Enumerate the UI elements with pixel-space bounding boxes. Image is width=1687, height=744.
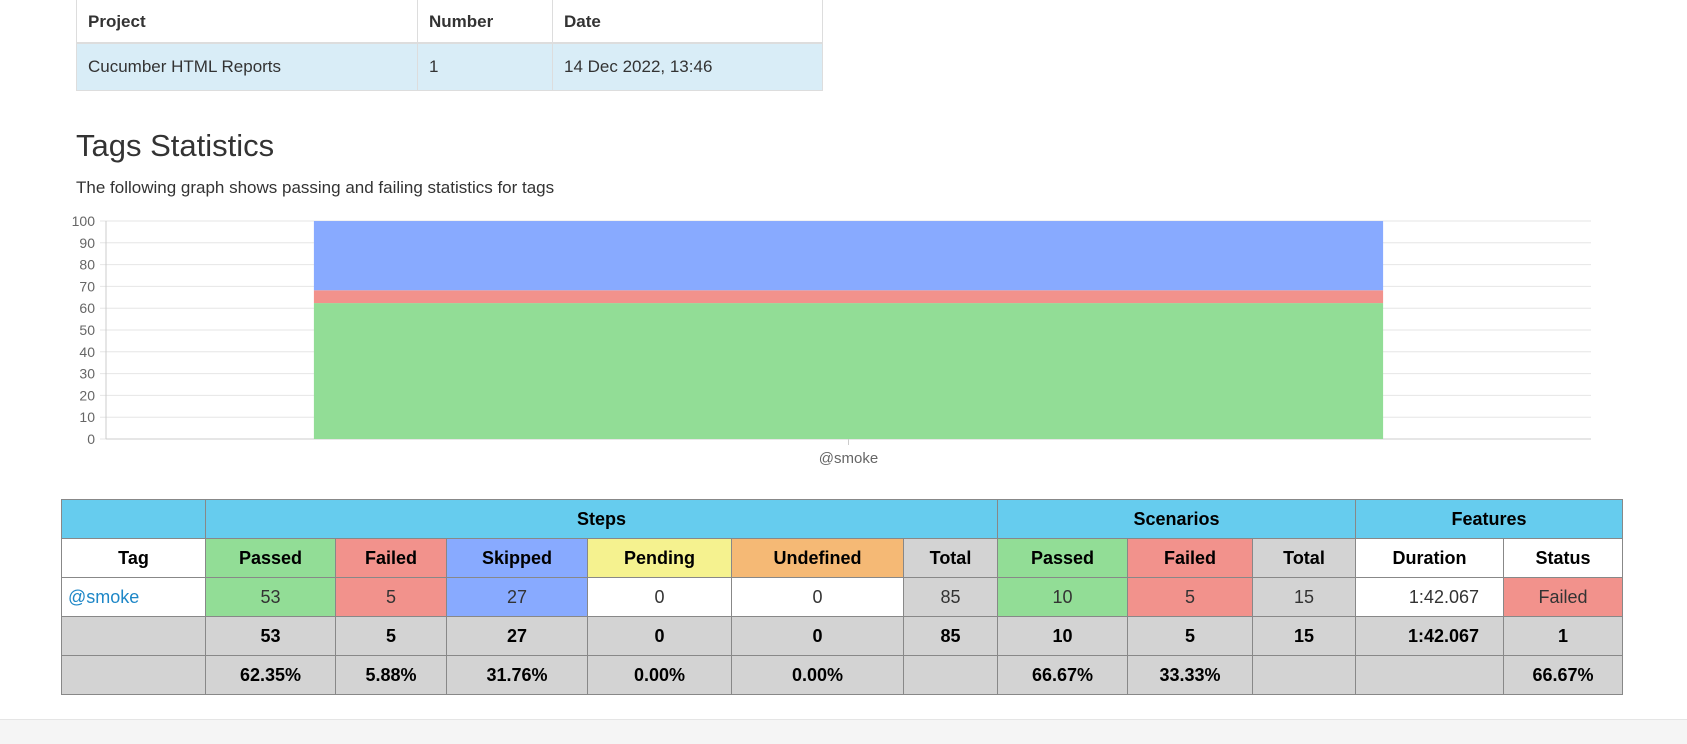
pct-status: 66.67% [1503,655,1623,695]
pct-scenarios-passed: 66.67% [997,655,1128,695]
total-scenarios-total: 15 [1252,616,1356,656]
scenarios-total-header[interactable]: Total [1252,538,1356,578]
tag-link[interactable]: @smoke [68,586,140,607]
steps-passed-cell: 53 [205,577,336,617]
steps-skipped-cell: 27 [446,577,588,617]
pct-scenarios-failed: 33.33% [1127,655,1253,695]
project-name: Cucumber HTML Reports [76,42,418,91]
group-header-row: Steps Scenarios Features [61,499,1623,539]
footer-bar [0,719,1687,744]
steps-passed-header[interactable]: Passed [205,538,336,578]
scenarios-failed-cell: 5 [1127,577,1253,617]
y-tick-label: 30 [79,366,95,382]
pct-steps-passed: 62.35% [205,655,336,695]
project-header: Project [76,0,418,44]
tag-cell[interactable]: @smoke [61,577,206,617]
total-scenarios-passed: 10 [997,616,1128,656]
features-group-header: Features [1355,499,1623,539]
total-steps-undefined: 0 [731,616,904,656]
scenarios-total-cell: 15 [1252,577,1356,617]
column-header-row: Tag Passed Failed Skipped Pending Undefi… [61,538,1623,578]
pct-steps-skipped: 31.76% [446,655,588,695]
steps-undefined-cell: 0 [731,577,904,617]
totals-label-cell [61,616,206,656]
bar-segment [313,290,1384,304]
steps-pending-cell: 0 [587,577,732,617]
totals-row: 53 5 27 0 0 85 10 5 15 1:42.067 1 [61,616,1623,656]
duration-cell: 1:42.067 [1355,577,1504,617]
tag-stats-table: Steps Scenarios Features Tag Passed Fail… [61,499,1623,695]
y-tick-label: 70 [79,278,95,294]
y-tick-label: 10 [79,409,95,425]
tag-column-header[interactable]: Tag [61,538,206,578]
scenarios-passed-header[interactable]: Passed [997,538,1128,578]
steps-total-header[interactable]: Total [903,538,998,578]
steps-skipped-header[interactable]: Skipped [446,538,588,578]
scenarios-passed-cell: 10 [997,577,1128,617]
y-tick-label: 80 [79,257,95,273]
status-cell: Failed [1503,577,1623,617]
percentages-label-cell [61,655,206,695]
total-steps-passed: 53 [205,616,336,656]
percentages-row: 62.35% 5.88% 31.76% 0.00% 0.00% 66.67% 3… [61,655,1623,695]
table-row: @smoke 53 5 27 0 0 85 10 5 15 1:42.067 F… [61,577,1623,617]
pct-steps-pending: 0.00% [587,655,732,695]
blank-header [61,499,206,539]
total-steps-total: 85 [903,616,998,656]
steps-failed-header[interactable]: Failed [335,538,447,578]
steps-failed-cell: 5 [335,577,447,617]
scenarios-group-header: Scenarios [997,499,1356,539]
y-tick-label: 40 [79,344,95,360]
report-info-row: Cucumber HTML Reports 1 14 Dec 2022, 13:… [76,42,823,91]
total-steps-pending: 0 [587,616,732,656]
total-steps-failed: 5 [335,616,447,656]
steps-group-header: Steps [205,499,998,539]
section-description: The following graph shows passing and fa… [76,178,555,197]
x-tick-label: @smoke [819,450,878,467]
scenarios-failed-header[interactable]: Failed [1127,538,1253,578]
pct-steps-failed: 5.88% [335,655,447,695]
total-scenarios-failed: 5 [1127,616,1253,656]
steps-pending-header[interactable]: Pending [587,538,732,578]
pct-duration [1355,655,1504,695]
y-tick-label: 20 [79,387,95,403]
y-tick-label: 50 [79,322,95,338]
pct-scenarios-total [1252,655,1356,695]
steps-undefined-header[interactable]: Undefined [731,538,904,578]
date-header: Date [552,0,823,44]
total-steps-skipped: 27 [446,616,588,656]
total-status: 1 [1503,616,1623,656]
bar-segment [313,221,1384,291]
total-duration: 1:42.067 [1355,616,1504,656]
pct-steps-total [903,655,998,695]
build-number: 1 [417,42,553,91]
y-tick-label: 90 [79,235,95,251]
report-info-header-row: Project Number Date [76,0,823,44]
status-header[interactable]: Status [1503,538,1623,578]
number-header: Number [417,0,553,44]
bar-segment [313,303,1384,439]
report-info-table: Project Number Date Cucumber HTML Report… [76,0,823,91]
steps-total-cell: 85 [903,577,998,617]
y-tick-label: 100 [72,213,96,229]
build-date: 14 Dec 2022, 13:46 [552,42,823,91]
y-tick-label: 0 [87,431,95,447]
tags-chart: 0 10 20 30 40 50 60 70 80 90 100 @smoke [72,213,1591,467]
duration-header[interactable]: Duration [1355,538,1504,578]
y-tick-label: 60 [79,300,95,316]
page-title: Tags Statistics [76,128,275,163]
pct-steps-undefined: 0.00% [731,655,904,695]
